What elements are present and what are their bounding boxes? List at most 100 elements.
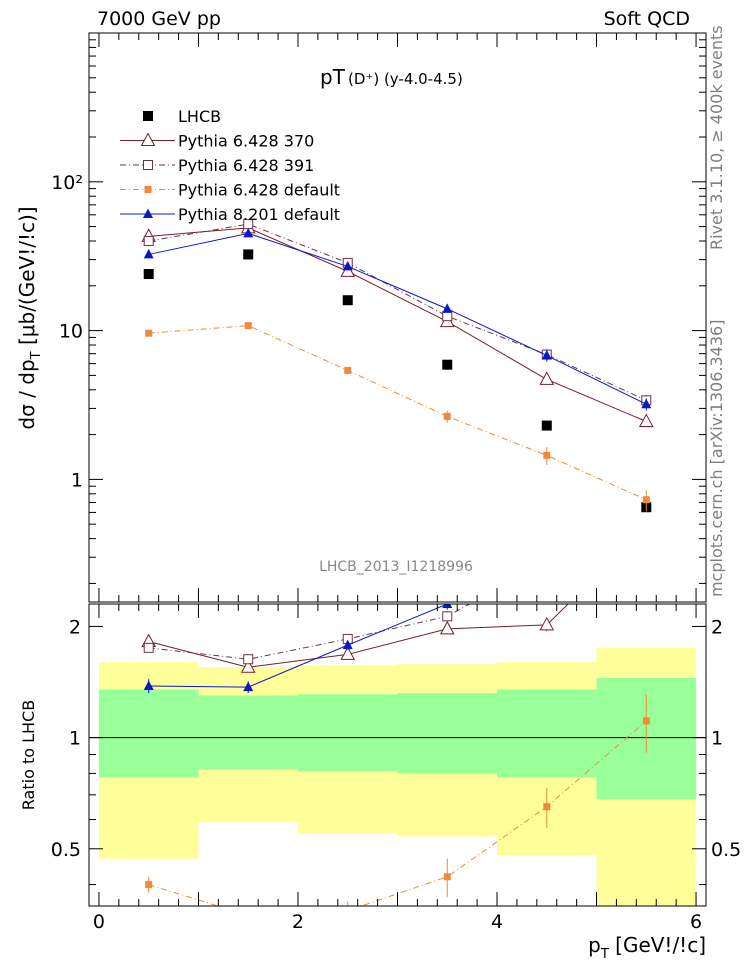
- main-axes: 1 10 10²: [51, 32, 706, 602]
- main-panel: 1 10 10² pT (D⁺) (y-4.0-4.5) LHCB_2013_I12…: [15, 32, 707, 603]
- ratio-plot-area: [89, 469, 706, 919]
- ratio-point-pythia-6-428-391: [542, 557, 551, 566]
- ratio-y-axis-label: Ratio to LHCB: [19, 700, 38, 810]
- main-plot-area: [141, 219, 654, 513]
- ratio-band-inner: [497, 689, 597, 778]
- ratio-point-pythia-6-428-default: [344, 907, 351, 914]
- main-line-pythia-8-201-default: [148, 232, 647, 405]
- ratio-point-pythia-8-201-default: [342, 639, 353, 650]
- legend-marker-lhcb: [143, 111, 153, 121]
- x-axis-label: pT [GeV!/!c]: [588, 933, 706, 962]
- main-point-lhcb: [243, 249, 254, 260]
- main-y-tick-label: 1: [71, 469, 83, 491]
- ratio-band-inner: [98, 689, 199, 778]
- main-point-lhcb: [342, 295, 353, 306]
- main-y-tick-label: 10²: [51, 172, 83, 194]
- chart-title-main: pT: [320, 65, 346, 89]
- legend-item-pythia-6-428-391: Pythia 6.428 391: [120, 156, 314, 175]
- legend-item-pythia-8-201-default: Pythia 8.201 default: [120, 205, 340, 224]
- main-y-tick-label: 10: [59, 321, 83, 343]
- legend-item-pythia-6-428-default: Pythia 6.428 default: [120, 181, 340, 200]
- analysis-watermark: LHCB_2013_I1218996: [319, 559, 473, 575]
- ratio-point-pythia-6-428-370: [240, 659, 256, 673]
- main-point-pythia-6-428-default: [344, 366, 352, 374]
- ratio-point-pythia-6-428-default: [245, 912, 252, 919]
- legend-label-pythia-6-428-370: Pythia 6.428 370: [178, 132, 314, 151]
- main-line-pythia-6-428-370: [148, 227, 647, 422]
- main-point-pythia-6-428-370: [638, 413, 654, 427]
- x-axis-label-text: pT [GeV!/!c]: [588, 933, 706, 962]
- ratio-point-pythia-6-428-default: [443, 873, 451, 881]
- mcplots-label: mcplots.cern.ch [arXiv:1306.3436]: [707, 320, 726, 597]
- ratio-x-tick-label: 0: [93, 911, 105, 933]
- ratio-panel: 0.5 0.5 1 1 2 2 0 2 4 6 Ratio to LHCB pT [GeV!/!c…: [19, 469, 741, 962]
- main-point-pythia-8-201-default: [243, 227, 254, 238]
- ratio-y-tick-label-right: 1: [711, 728, 723, 750]
- rivet-label: Rivet 3.1.10, ≥ 400k events: [707, 25, 726, 250]
- ratio-point-pythia-6-428-370: [539, 616, 555, 631]
- main-point-pythia-6-428-default: [244, 322, 252, 330]
- ratio-point-pythia-6-428-370: [640, 521, 653, 533]
- ratio-band-inner: [397, 693, 498, 774]
- legend-label-pythia-8-201-default: Pythia 8.201 default: [178, 205, 340, 224]
- ratio-point-pythia-6-428-default: [543, 803, 551, 811]
- ratio-y-tick-label-right: 2: [711, 616, 723, 638]
- main-point-pythia-6-428-default: [443, 412, 451, 420]
- main-point-pythia-8-201-default: [442, 303, 453, 313]
- ratio-point-pythia-6-428-391: [243, 654, 254, 665]
- main-line-pythia-6-428-default: [148, 325, 647, 501]
- main-point-pythia-6-428-default: [642, 496, 650, 504]
- ratio-point-pythia-8-201-default: [641, 477, 651, 487]
- ratio-point-pythia-6-428-default: [642, 717, 650, 725]
- ratio-point-pythia-6-428-391: [143, 642, 154, 653]
- main-point-pythia-6-428-391: [442, 311, 453, 322]
- ratio-y-tick-label-left: 0.5: [51, 839, 81, 861]
- main-point-lhcb: [143, 269, 154, 280]
- ratio-point-pythia-6-428-391: [442, 611, 453, 622]
- legend-item-pythia-6-428-370: Pythia 6.428 370: [120, 132, 314, 151]
- legend-marker-pythia-6-428-370: [140, 132, 156, 146]
- ratio-band-inner: [297, 694, 398, 772]
- ratio-x-tick-label: 4: [491, 911, 503, 933]
- ratio-point-pythia-6-428-391: [642, 469, 651, 478]
- main-point-pythia-6-428-default: [145, 329, 153, 337]
- ratio-band-inner: [198, 695, 298, 770]
- header-left: 7000 GeV pp: [97, 8, 221, 30]
- ratio-point-pythia-8-201-default: [442, 604, 453, 608]
- ratio-line-pythia-6-428-391: [148, 604, 471, 660]
- main-series-pythia-6-428-370: [141, 219, 654, 427]
- main-y-axis-label: dσ / dpT [μb/(GeV!/!c)]: [15, 206, 44, 429]
- ratio-line-pythia-8-201-default: [148, 604, 449, 688]
- ratio-y-tick-label-left: 2: [69, 616, 81, 638]
- legend-label-pythia-6-428-default: Pythia 6.428 default: [178, 181, 340, 200]
- main-line-pythia-6-428-391: [148, 223, 647, 401]
- legend: LHCB Pythia 6.428 370 Pythia 6.428 391 Pyth…: [120, 107, 340, 224]
- legend-marker-pythia-6-428-391: [143, 160, 153, 170]
- main-series-pythia-8-201-default: [143, 227, 652, 411]
- ratio-point-pythia-6-428-370: [340, 646, 356, 660]
- main-point-lhcb: [541, 420, 552, 431]
- main-point-pythia-6-428-370: [539, 371, 555, 385]
- main-point-lhcb: [442, 359, 453, 370]
- ratio-point-pythia-8-201-default: [542, 556, 552, 566]
- main-point-pythia-8-201-default: [342, 260, 353, 271]
- header-right: Soft QCD: [604, 8, 690, 30]
- ratio-point-pythia-8-201-default: [243, 681, 254, 692]
- legend-label-lhcb: LHCB: [178, 107, 221, 126]
- legend-item-lhcb: LHCB: [143, 107, 221, 126]
- main-series-pythia-6-428-391: [143, 219, 652, 407]
- main-point-pythia-6-428-default: [543, 451, 551, 459]
- legend-marker-pythia-8-201-default: [143, 208, 153, 218]
- ratio-x-tick-label: 2: [292, 911, 304, 933]
- ratio-y-tick-label-left: 1: [69, 728, 81, 750]
- ratio-point-pythia-6-428-default: [145, 881, 153, 889]
- main-y-axis-label-text: dσ / dpT [μb/(GeV!/!c)]: [15, 206, 44, 429]
- main-point-pythia-6-428-391: [143, 236, 154, 247]
- chart-title-sub: (D⁺) (y-4.0-4.5): [348, 70, 463, 88]
- main-point-pythia-8-201-default: [541, 350, 552, 360]
- ratio-y-tick-label-right: 0.5: [711, 839, 741, 861]
- ratio-point-pythia-6-428-370: [439, 620, 455, 635]
- ratio-axes: 0.5 0.5 1 1 2 2 0 2 4 6: [51, 604, 741, 933]
- main-series-lhcb: [143, 249, 652, 513]
